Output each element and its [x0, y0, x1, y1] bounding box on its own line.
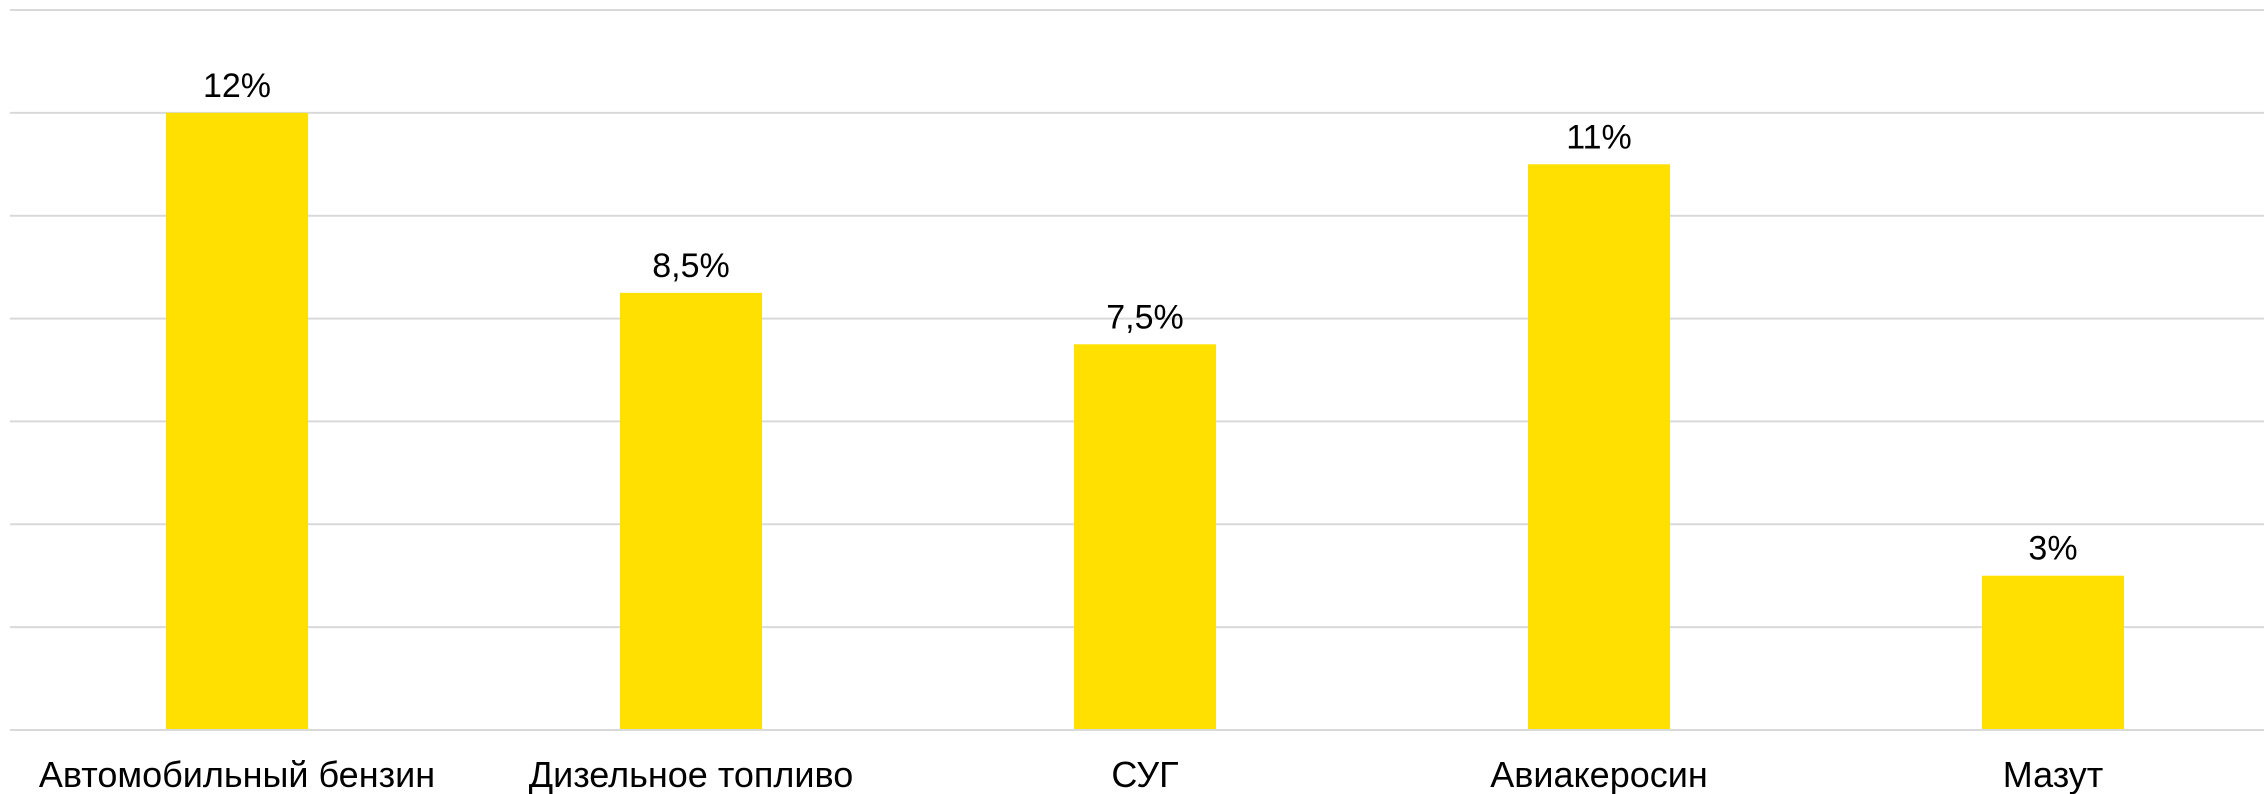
bar: [1074, 344, 1216, 730]
data-labels: 12% 8,5% 7,5% 11% 3%: [203, 67, 2078, 568]
category-label: СУГ: [1111, 754, 1178, 794]
bars: [166, 112, 2124, 731]
bar: [620, 292, 762, 730]
data-label: 12%: [203, 67, 271, 105]
data-label: 3%: [2028, 530, 2077, 568]
category-labels: Автомобильный бензин Дизельное топливо СУГ…: [39, 754, 2103, 794]
data-label: 7,5%: [1106, 298, 1184, 336]
category-label: Мазут: [2003, 754, 2104, 794]
category-label: Автомобильный бензин: [39, 754, 435, 794]
category-label: Дизельное топливо: [529, 754, 854, 794]
data-label: 11%: [1566, 118, 1632, 156]
bar: [1982, 575, 2124, 730]
bar: [166, 112, 308, 731]
data-label: 8,5%: [652, 247, 730, 285]
category-label: Авиакеросин: [1490, 754, 1707, 794]
bar: [1528, 164, 1670, 731]
